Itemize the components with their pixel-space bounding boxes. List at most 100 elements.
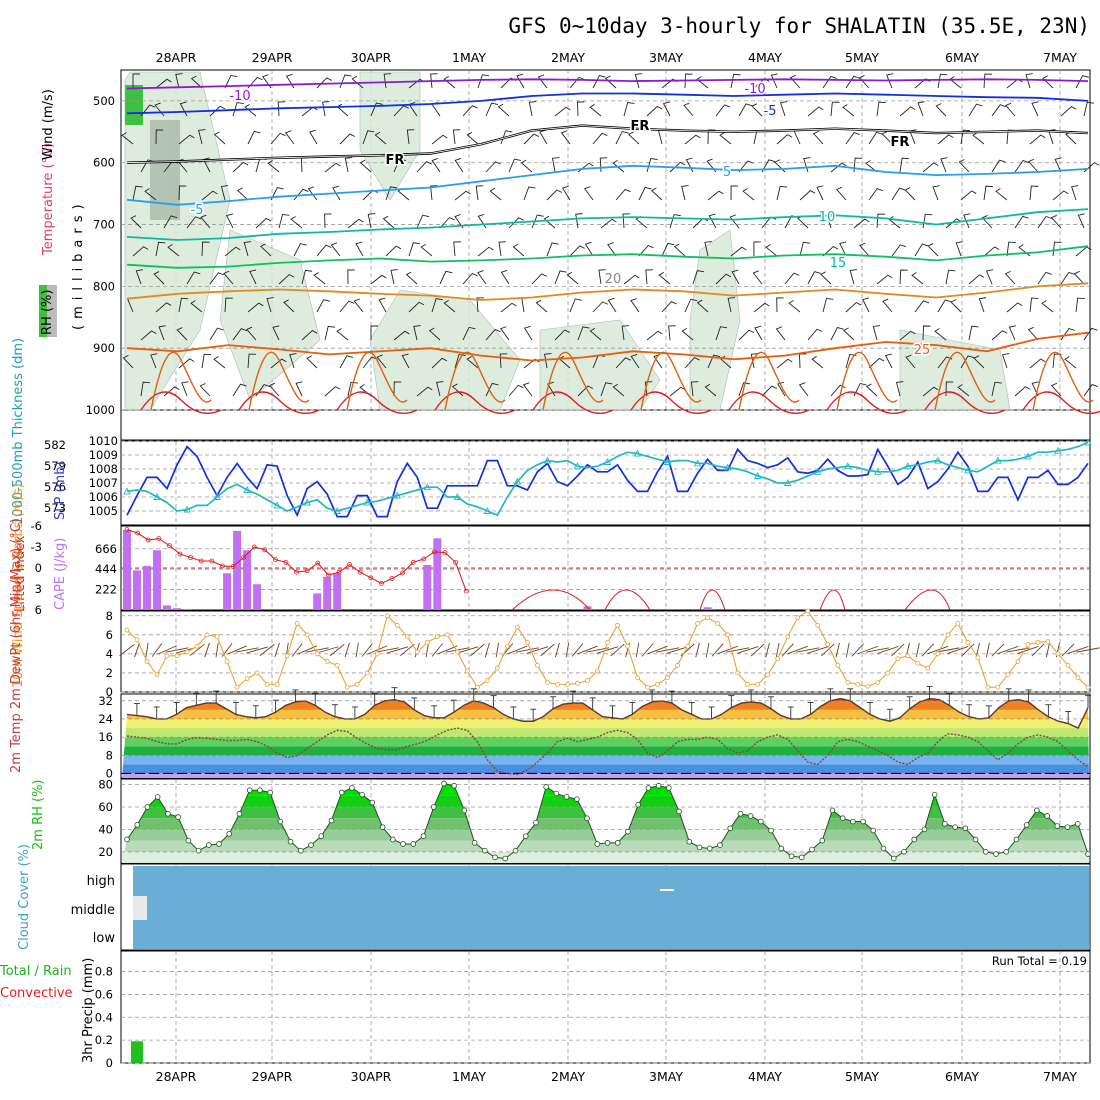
date-label: 29APR [252, 50, 293, 65]
temp-band [122, 728, 1089, 738]
rh-point [512, 847, 519, 854]
series-point [603, 458, 612, 465]
wind-point [895, 656, 901, 662]
wind-barb [408, 301, 425, 313]
date-label: 30APR [351, 50, 392, 65]
wind-barb [983, 185, 993, 201]
wind-barb [845, 642, 850, 658]
wind-barb [378, 297, 387, 313]
temp-tick: 0 [106, 766, 113, 780]
wind-barb [332, 185, 341, 201]
wind-barb [753, 302, 770, 313]
wind-barb [178, 134, 195, 145]
wind-point [184, 649, 190, 655]
wind-barb [715, 273, 732, 285]
wind-barb [186, 216, 202, 229]
wind-barb [477, 213, 487, 229]
wind-barb [983, 73, 992, 89]
wind-barb [798, 382, 809, 397]
wind-barb [882, 298, 893, 313]
wind-barb [727, 297, 736, 313]
wind-barb [849, 269, 857, 285]
wind-barb [475, 185, 484, 201]
wind-barb [615, 357, 631, 369]
wind-barb [715, 104, 731, 117]
wind-barb [301, 269, 313, 285]
wind-barb [839, 241, 847, 257]
wind-barb [499, 353, 508, 369]
wind-point [795, 615, 801, 621]
wind-barb [1045, 642, 1050, 658]
wind-barb [232, 161, 249, 173]
wind-barb [247, 76, 263, 89]
wind-barb [347, 218, 364, 229]
rh-point [185, 837, 192, 844]
series-point [1084, 438, 1092, 446]
wind-barb [991, 104, 1007, 117]
temp-tick: 24 [98, 712, 113, 726]
wind-barb [914, 243, 929, 257]
temp-band [122, 698, 1089, 701]
wind-barb [484, 642, 490, 658]
rh-point [1044, 813, 1050, 819]
rh-point [696, 844, 703, 851]
wind-barb [774, 159, 786, 173]
wind-barb [322, 101, 330, 117]
wind-barb [661, 242, 675, 257]
wind-barb [186, 271, 201, 285]
wind-barb [761, 159, 776, 173]
wind-barb [811, 356, 824, 369]
wind-barb [443, 75, 456, 89]
series-point [123, 487, 131, 495]
wind-barb [607, 297, 617, 313]
date-label: 1MAY [452, 1069, 486, 1084]
wind-line [126, 610, 1089, 689]
wind-barb [584, 241, 594, 257]
wind-barb [339, 300, 355, 313]
wind-barb [784, 272, 800, 285]
wind-point [1025, 641, 1031, 647]
wind-barb [596, 646, 619, 654]
wind-barb [851, 643, 864, 657]
rh-shade [125, 85, 143, 125]
wind-barb [1083, 327, 1098, 341]
series-point [423, 483, 432, 491]
wind-point [875, 680, 881, 685]
cape-bar [253, 584, 262, 610]
rh-legend [47, 285, 57, 337]
wind-barb [684, 298, 698, 313]
li-point [400, 570, 406, 576]
wind-barb [528, 101, 537, 117]
rh-point [798, 854, 805, 861]
li-point [336, 569, 342, 575]
rh-point [594, 841, 601, 847]
wind-barb [1060, 271, 1075, 285]
rh-point [850, 818, 856, 825]
wind-barb [600, 382, 613, 397]
wind-barb [454, 354, 466, 369]
wind-barb [630, 353, 640, 369]
wind-barb [644, 381, 653, 397]
thickness-tick: 582 [44, 438, 66, 452]
series-point [363, 498, 372, 506]
wind-barb [1042, 75, 1054, 89]
wind-point [575, 681, 580, 686]
wind-barb [1027, 158, 1039, 173]
wind-barb [788, 300, 801, 313]
rh-point [737, 810, 744, 817]
wind-point [194, 643, 200, 649]
wind-barb [899, 269, 908, 285]
wind-barb [776, 134, 793, 145]
series-point [874, 467, 882, 475]
wind-point [364, 670, 370, 676]
li-point [135, 530, 141, 536]
wind-barb [537, 74, 548, 89]
wind-barb [658, 271, 671, 285]
series-point [1054, 446, 1062, 454]
cloud-gap [660, 889, 674, 891]
wind-barb [144, 188, 157, 201]
slp-tick: 1008 [89, 462, 118, 476]
wind-barb [307, 186, 318, 201]
date-label: 7MAY [1043, 50, 1077, 65]
wind-barb [958, 159, 970, 173]
